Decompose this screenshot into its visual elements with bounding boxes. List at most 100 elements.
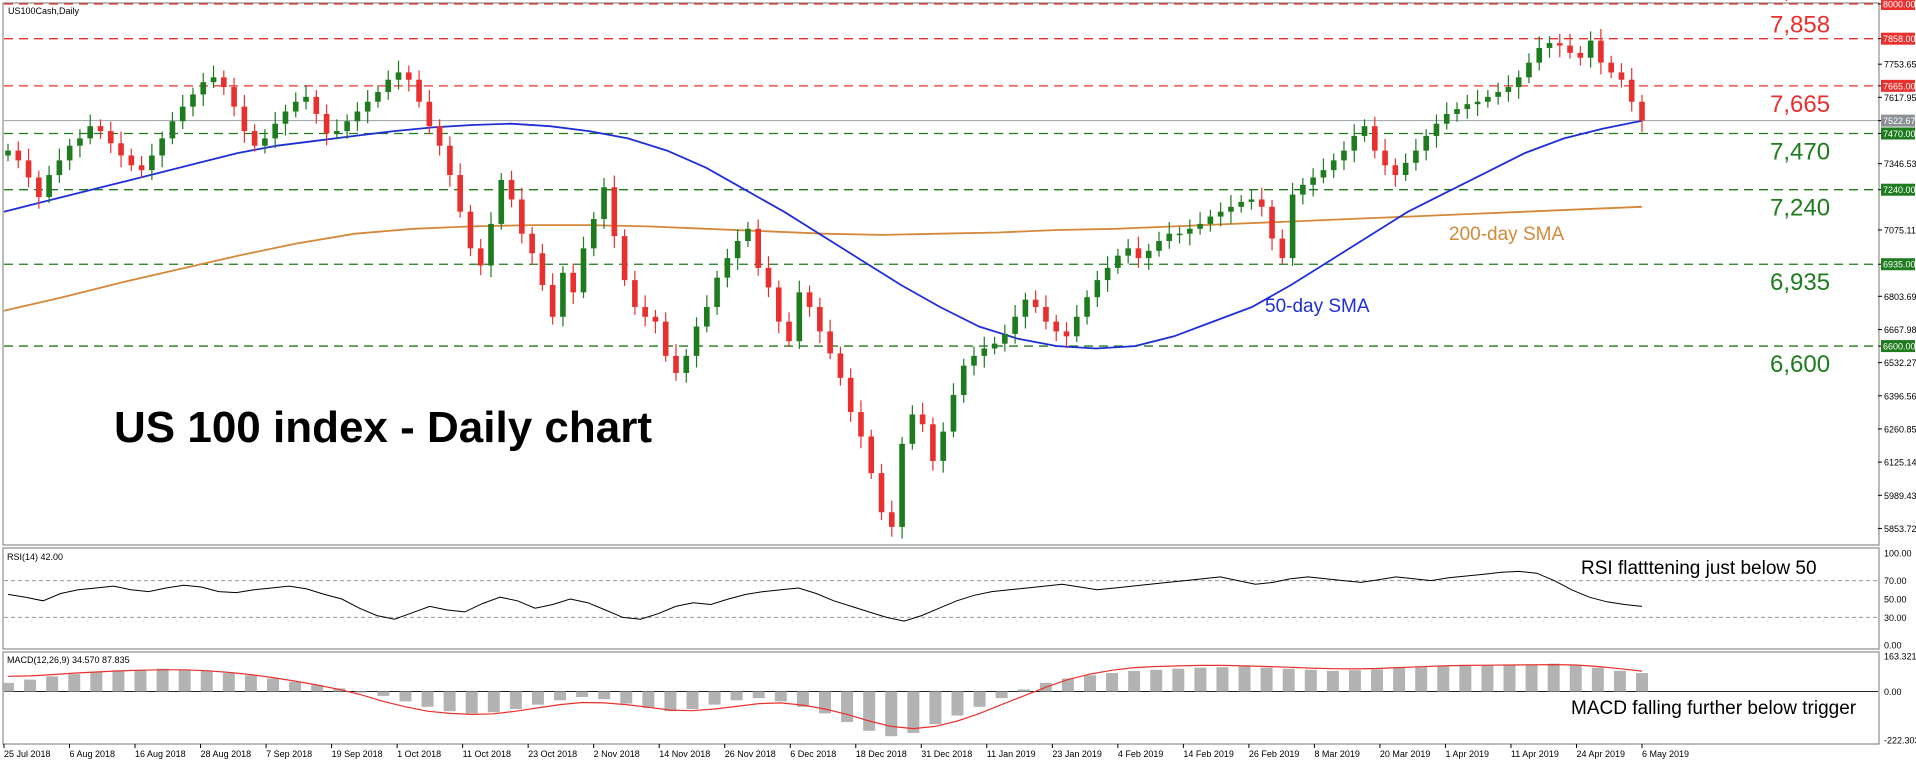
macd-histogram-bar [995,691,1008,699]
candle-down [323,113,330,134]
macd-histogram-bar [752,691,765,699]
candle-up [210,77,217,83]
macd-histogram-bar [90,671,103,692]
candle-up [1166,233,1173,242]
macd-histogram-bar [1591,667,1604,692]
price-tick-label: 7075.11 [1884,225,1916,235]
time-tick-label: 11 Apr 2019 [1511,749,1559,759]
candle-down [549,284,556,317]
macd-histogram-bar [1282,668,1295,692]
candle-down [241,106,248,132]
price-tick-label: 7617.95 [1884,93,1916,103]
candle-down [1567,45,1573,53]
macd-histogram-bar [554,691,567,701]
candle-up [1320,170,1327,178]
candle-up [693,326,700,356]
macd-histogram-bar [1415,667,1428,692]
candle-up [1443,113,1450,124]
macd-histogram-bar [112,670,125,692]
candle-up [991,343,998,349]
candle-down [138,165,145,171]
macd-tick-label: 163.321 [1884,652,1916,662]
candle-down [868,436,875,474]
price-tag-box [1881,114,1915,127]
rsi-tick-label: 70.00 [1884,576,1907,586]
candle-down [447,145,453,176]
candle-up [1515,77,1522,88]
candle-up [488,223,494,266]
price-tag-label: 7522.67 [1883,116,1916,126]
candle-up [960,365,967,395]
candle-up [683,355,690,373]
candle-up [1176,233,1183,236]
price-tick-label: 6667.98 [1884,325,1916,335]
candle-down [817,306,823,332]
candle-down [118,143,124,156]
candle-up [1115,255,1121,268]
candle-up [1022,299,1029,317]
candle-down [1628,79,1635,102]
rsi-line [7,570,1643,622]
candle-up [1094,280,1101,298]
macd-histogram-bar [24,679,37,692]
candle-up [375,91,381,102]
candle-up [1402,162,1409,176]
time-tick-label: 14 Feb 2019 [1183,749,1234,759]
sma50-annotation: 50-day SMA [1265,296,1370,317]
candle-down [1577,52,1584,58]
candle-down [1258,199,1265,207]
macd-histogram-bar [509,691,522,710]
chart-title: US 100 index - Daily chart [114,403,652,452]
candle-up [364,101,371,112]
candle-up [1464,104,1471,110]
candle-up [1104,267,1111,281]
macd-histogram-bar [1569,665,1582,692]
macd-histogram-bar [841,691,854,723]
candle-up [1002,333,1008,344]
macd-indicator: 163.321 0.00 -222.303 [2,652,1916,746]
horizontal-levels: 8,000 7,858 7,665 7,470 7,240 6,935 6,600 [4,0,1878,378]
candle-down [1392,165,1399,176]
candle-down [847,377,854,413]
macd-histogram-bar [774,691,787,702]
candle-up [385,79,392,92]
candle-down [1279,238,1286,259]
price-axis: 8000.00 7858.00 7753.65 7665.00 7617.95 7522.… [1878,0,1916,534]
macd-histogram-bar [1128,670,1141,692]
candle-down [765,267,772,288]
candle-up [87,126,94,139]
candle-up [169,121,176,139]
candle-up [1300,184,1306,195]
sma200-annotation: 200-day SMA [1449,224,1564,245]
candle-up [1330,160,1337,171]
macd-histogram-bar [1371,669,1384,692]
candle-down [128,155,135,166]
candle-down [755,228,762,268]
candle-up [1474,101,1481,105]
candle-up [560,272,566,317]
level-label: 7,858 [1770,12,1830,39]
candle-down [786,321,792,342]
candle-up [56,160,63,176]
macd-histogram-bar [576,691,589,698]
candle-up [1156,241,1162,251]
price-panel-frame [2,2,1880,546]
level-label: 7,240 [1770,195,1830,222]
candle-up [1505,87,1512,92]
rsi-panel-frame [2,547,1880,650]
candle-up [580,248,587,293]
rsi-tick-label: 100.00 [1884,549,1912,559]
candle-up [1228,206,1234,212]
candle-down [508,179,515,200]
candle-down [1556,43,1563,46]
candle-down [652,316,659,322]
macd-histogram-bar [1304,669,1317,692]
candle-down [1371,126,1378,151]
candle-down [632,280,638,307]
candle-up [1217,211,1224,217]
price-tag-label: 7470.00 [1883,129,1916,139]
macd-histogram-bar [1437,666,1450,692]
price-tick-label: 5989.43 [1884,491,1916,501]
candle-down [436,126,443,146]
macd-histogram-bar [598,691,611,700]
